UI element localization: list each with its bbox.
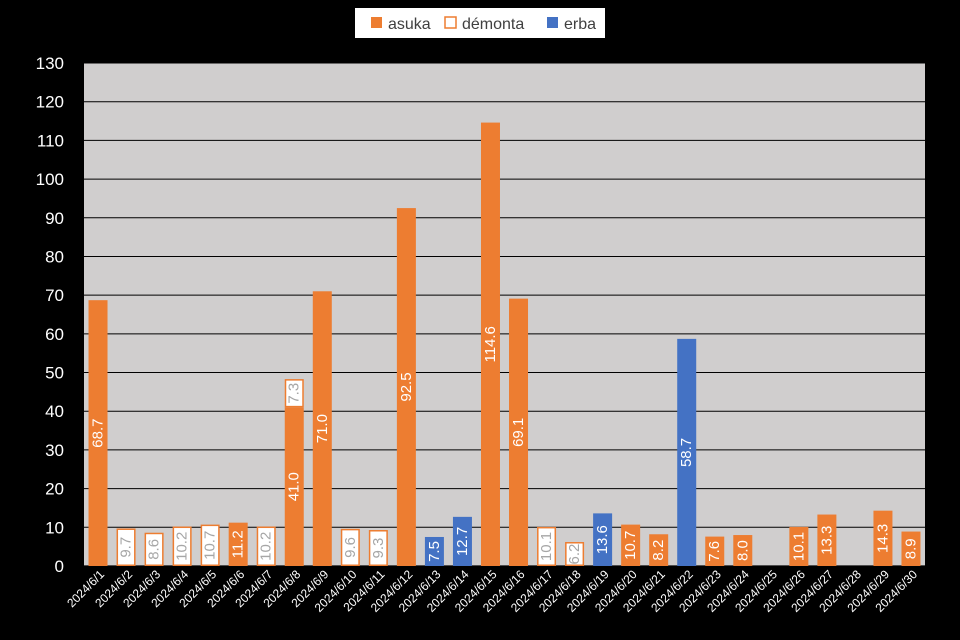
bar-demonta [200,524,220,567]
bar-erba [677,338,697,566]
y-tick-label: 0 [55,557,64,576]
data-label-demonta: 9.3 [370,538,387,559]
legend-label-erba: erba [564,16,596,33]
data-label-asuka: 10.7 [622,531,639,560]
bar-asuka [733,535,753,566]
bar-demonta [144,532,164,566]
bar-asuka [817,514,837,566]
bar-demonta [368,530,388,567]
y-tick-label: 80 [45,247,64,266]
bar-demonta [565,542,585,566]
bar-erba [593,513,613,566]
data-label-asuka: 13.3 [818,526,835,555]
data-label-demonta: 6.2 [566,544,583,565]
data-label-demonta: 10.7 [202,531,219,560]
bar-erba [424,536,444,566]
bars [88,122,921,567]
bar-asuka [312,291,332,566]
y-axis-ticks: 0 10 20 30 40 50 60 70 80 90 100 110 120 130 [36,54,64,576]
bar-demonta [284,379,304,408]
data-label-demonta: 10.2 [258,532,275,561]
data-label-asuka: 71.0 [314,414,331,443]
data-label-erba: 12.7 [454,527,471,556]
y-tick-label: 10 [45,518,64,537]
y-tick-label: 50 [45,364,64,383]
data-label-demonta: 7.3 [286,383,303,404]
bar-asuka [509,298,529,566]
data-label-asuka: 7.6 [706,541,723,562]
data-label-asuka: 11.2 [230,530,247,558]
bar-asuka [901,531,921,566]
bar-demonta [537,526,557,567]
bar-asuka [873,510,893,566]
bar-asuka [705,536,725,566]
bar-asuka [284,407,304,566]
y-tick-label: 130 [36,54,64,73]
data-label-demonta: 10.1 [538,532,555,561]
y-tick-label: 70 [45,286,64,305]
bar-erba [452,516,472,566]
y-tick-label: 20 [45,480,64,499]
y-tick-label: 120 [36,93,64,112]
y-tick-label: 110 [37,131,64,150]
data-label-asuka: 92.5 [398,372,415,401]
legend-swatch-erba [547,17,558,28]
data-label-asuka: 114.6 [482,326,499,362]
legend-swatch-asuka [371,17,382,28]
y-tick-label: 30 [45,441,64,460]
bar-demonta [340,528,360,567]
bar-asuka [396,208,416,566]
legend: asuka démonta erba [355,8,605,38]
data-label-demonta: 10.2 [174,532,191,561]
data-label-asuka: 68.7 [90,418,107,447]
legend-swatch-demonta [444,16,457,29]
data-labels: 68.7 9.7 8.6 10.2 10.7 11.2 10.2 41.0 7.3 71.0 9.6… [90,326,920,564]
bar-demonta [116,528,136,566]
y-tick-label: 60 [45,325,64,344]
y-tick-label: 40 [45,402,64,421]
legend-box [355,8,605,38]
data-label-asuka: 69.1 [510,418,527,447]
y-tick-label: 90 [45,209,64,228]
data-label-asuka: 8.2 [650,540,667,561]
legend-label-asuka: asuka [388,16,431,33]
data-label-demonta: 8.6 [146,539,163,560]
bar-demonta [172,526,192,567]
plot-area [84,63,925,566]
bar-demonta [256,526,276,567]
bar-asuka [789,526,809,566]
bar-asuka [621,524,641,566]
data-label-demonta: 9.7 [118,537,135,558]
y-tick-label: 100 [36,170,64,189]
data-label-erba: 58.7 [678,438,695,467]
data-label-asuka: 10.1 [790,532,807,561]
data-label-erba: 7.5 [426,541,443,562]
bar-asuka [649,534,669,566]
gridlines [84,62,925,567]
data-label-asuka: 8.0 [734,540,751,561]
legend-label-demonta: démonta [462,16,524,33]
bar-asuka [88,300,108,566]
data-label-asuka: 14.3 [874,524,891,553]
data-label-asuka: 41.0 [286,472,303,501]
data-label-demonta: 9.6 [342,537,359,558]
bar-asuka [228,522,248,566]
bar-asuka [480,122,500,566]
data-label-erba: 13.6 [594,525,611,554]
data-label-asuka: 8.9 [902,538,919,559]
